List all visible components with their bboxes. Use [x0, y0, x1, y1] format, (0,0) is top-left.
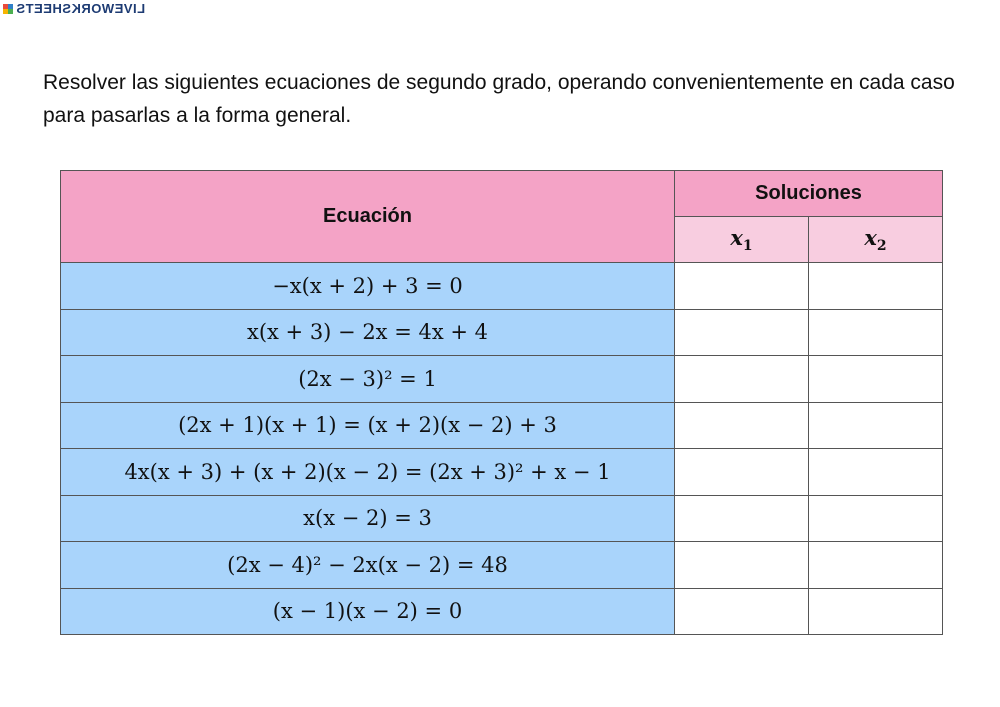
- x1-input[interactable]: [675, 506, 808, 530]
- x1-cell[interactable]: [674, 262, 809, 310]
- x1-cell[interactable]: [674, 494, 809, 542]
- table-row: (2x + 1)(x + 1) = (x + 2)(x − 2) + 3: [60, 401, 943, 449]
- table-row: x(x + 3) − 2x = 4x + 4: [60, 308, 943, 356]
- x1-input[interactable]: [675, 553, 808, 577]
- header-equation: Ecuación: [60, 170, 675, 263]
- x1-input[interactable]: [675, 599, 808, 623]
- equation-cell: (2x + 1)(x + 1) = (x + 2)(x − 2) + 3: [60, 401, 675, 449]
- x1-cell[interactable]: [674, 308, 809, 356]
- header-solutions: Soluciones: [674, 170, 943, 217]
- instructions-text: Resolver las siguientes ecuaciones de se…: [43, 71, 955, 127]
- equation-cell: x(x − 2) = 3: [60, 494, 675, 542]
- x2-input[interactable]: [809, 599, 942, 623]
- x2-input[interactable]: [809, 413, 942, 437]
- x1-input[interactable]: [675, 460, 808, 484]
- header-x1: x1: [674, 216, 809, 263]
- x2-cell[interactable]: [808, 541, 943, 589]
- x1-cell[interactable]: [674, 541, 809, 589]
- x2-cell[interactable]: [808, 262, 943, 310]
- x1-cell[interactable]: [674, 401, 809, 449]
- table-row: −x(x + 2) + 3 = 0: [60, 262, 943, 310]
- liveworksheets-logo: LIVEWORKSHEETS: [3, 1, 146, 16]
- x2-input[interactable]: [809, 320, 942, 344]
- table-row: x(x − 2) = 3: [60, 494, 943, 542]
- equation-cell: (2x − 3)² = 1: [60, 355, 675, 403]
- table-row: (2x − 4)² − 2x(x − 2) = 48: [60, 541, 943, 589]
- x2-input[interactable]: [809, 506, 942, 530]
- x2-cell[interactable]: [808, 401, 943, 449]
- equations-table: Ecuación Soluciones x1 x2 −x(x + 2) + 3 …: [60, 170, 943, 635]
- logo-squares-icon: [3, 3, 13, 14]
- x1-cell[interactable]: [674, 355, 809, 403]
- x1-input[interactable]: [675, 413, 808, 437]
- equation-cell: (2x − 4)² − 2x(x − 2) = 48: [60, 541, 675, 589]
- x2-input[interactable]: [809, 274, 942, 298]
- equation-cell: 4x(x + 3) + (x + 2)(x − 2) = (2x + 3)² +…: [60, 448, 675, 496]
- x2-input[interactable]: [809, 553, 942, 577]
- x1-cell[interactable]: [674, 448, 809, 496]
- x1-input[interactable]: [675, 274, 808, 298]
- table-row: 4x(x + 3) + (x + 2)(x − 2) = (2x + 3)² +…: [60, 448, 943, 496]
- table-row: (x − 1)(x − 2) = 0: [60, 587, 943, 635]
- table-row: (2x − 3)² = 1: [60, 355, 943, 403]
- x1-input[interactable]: [675, 320, 808, 344]
- x2-input[interactable]: [809, 460, 942, 484]
- x2-cell[interactable]: [808, 355, 943, 403]
- header-x2: x2: [808, 216, 943, 263]
- equation-cell: (x − 1)(x − 2) = 0: [60, 587, 675, 635]
- x2-cell[interactable]: [808, 587, 943, 635]
- equation-cell: −x(x + 2) + 3 = 0: [60, 262, 675, 310]
- x2-cell[interactable]: [808, 448, 943, 496]
- x1-cell[interactable]: [674, 587, 809, 635]
- x2-cell[interactable]: [808, 308, 943, 356]
- equation-cell: x(x + 3) − 2x = 4x + 4: [60, 308, 675, 356]
- x2-cell[interactable]: [808, 494, 943, 542]
- x2-input[interactable]: [809, 367, 942, 391]
- x1-input[interactable]: [675, 367, 808, 391]
- logo-text: LIVEWORKSHEETS: [16, 1, 146, 16]
